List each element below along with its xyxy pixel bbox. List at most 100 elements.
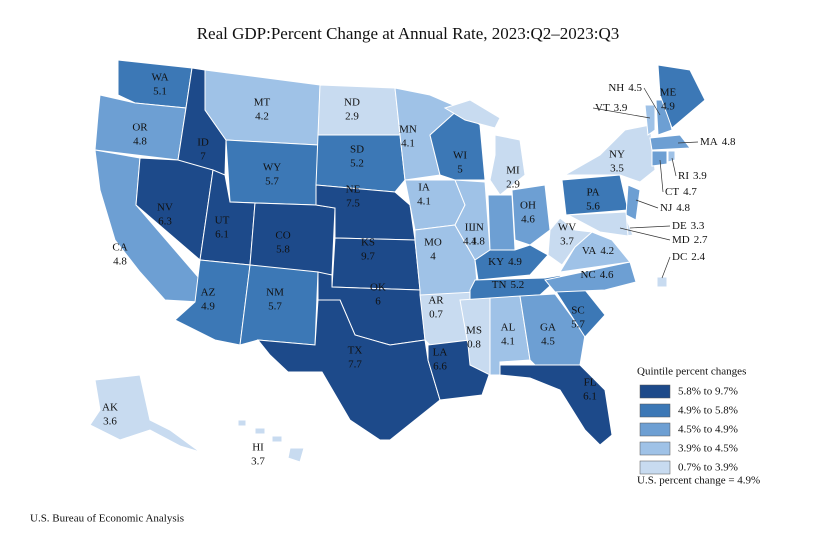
state-name: ND [344,97,360,109]
state [644,104,656,136]
state-value: 0.7 [429,309,443,321]
state-label: CT 4.7 [665,186,697,198]
state-label: NH 4.5 [608,82,642,94]
legend-swatch [639,441,671,456]
state-label: VA 4.2 [582,245,614,257]
state-value: 3.5 [610,163,624,175]
leader-line [671,157,677,177]
state-name: MI [506,165,520,177]
state-name: MN [399,124,417,136]
state-name: DC [672,251,687,263]
state-name: WI [453,150,467,162]
state-value: 5 [457,164,463,176]
legend-label: 4.5% to 4.9% [678,424,738,436]
state-value: 2.9 [506,179,520,191]
state-value: 4.1 [463,236,477,248]
state-value: 6.1 [215,229,229,241]
state-value: 6.1 [583,391,597,403]
state-value: 4.5 [628,82,642,94]
state-name: IN [472,222,484,234]
state-name: AR [428,295,444,307]
leader-line [629,225,671,229]
state-value: 4.8 [113,256,127,268]
state-name: MA [700,136,718,148]
legend-swatch [639,460,671,475]
state [625,184,641,221]
state-value: 5.7 [265,176,279,188]
map-title: Real GDP:Percent Change at Annual Rate, … [197,24,620,43]
state-label: MA 4.8 [700,136,736,148]
state-name: UT [215,215,230,227]
state-name: CA [112,242,127,254]
state-name: PA [586,187,599,199]
state-name: GA [540,322,556,334]
state [657,64,706,129]
us-note: U.S. percent change = 4.9% [637,475,760,487]
state-value: 4.5 [541,336,555,348]
state-name: MO [424,237,442,249]
state [499,364,613,446]
leader-line [592,107,651,119]
state-value: 4.9 [508,256,522,268]
leader-line [643,87,661,116]
state-label: RI 3.9 [678,170,707,182]
state [651,150,668,167]
state-value: 7.7 [348,359,362,371]
legend-label: 0.7% to 3.9% [678,462,738,474]
state-value: 3.6 [103,416,117,428]
state [566,211,629,237]
state-name: IL [465,222,476,234]
state-value: 9.7 [361,251,375,263]
state-value: 4.6 [521,214,535,226]
state [511,184,551,246]
state-value: 5.7 [268,301,282,313]
state-name: TX [348,345,363,357]
source: U.S. Bureau of Economic Analysis [30,513,184,525]
state [459,297,491,376]
state-value: 4.7 [683,186,697,198]
state-value: 3.3 [691,220,705,232]
state [256,299,441,441]
state-value: 4.2 [255,111,269,123]
state-name: AK [102,402,118,414]
state-name: MD [672,234,690,246]
leader-line [659,159,664,193]
state-name: KS [361,237,375,249]
state [649,134,691,151]
state-value: 6 [375,296,381,308]
state-name: VA [582,245,597,257]
state-name: ID [197,137,209,149]
state [544,261,637,293]
state [656,276,668,288]
state-value: 4.2 [600,245,614,257]
state-name: NM [266,287,284,299]
state-value: 5.8 [276,244,290,256]
legend-swatch [639,422,671,437]
state-value: 4.1 [401,138,415,150]
state-name: TN [492,279,507,291]
state-value: 5.2 [510,279,524,291]
state-name: SD [350,144,364,156]
state-value: 4.8 [133,136,147,148]
state-name: NH [608,82,624,94]
state-name: WY [263,162,281,174]
state-name: OH [520,200,536,212]
leader-line [619,227,671,241]
state-value: 2.9 [345,111,359,123]
state-value: 4.6 [600,269,614,281]
legend-title: Quintile percent changes [637,366,746,378]
state-name: NY [609,149,625,161]
state-value: 2.4 [691,251,705,263]
state-label: DE 3.3 [672,220,705,232]
leader-line [661,256,671,279]
legend-label: 5.8% to 9.7% [678,386,738,398]
state-name: NV [157,202,173,214]
state-value: 5.6 [586,201,600,213]
state-value: 5.7 [571,319,585,331]
state [117,59,193,109]
state [249,202,336,276]
state-label: VT 3.9 [595,102,628,114]
state-value: 4.9 [201,301,215,313]
state-value: 7 [200,151,206,163]
state-value: 6.6 [433,361,447,373]
